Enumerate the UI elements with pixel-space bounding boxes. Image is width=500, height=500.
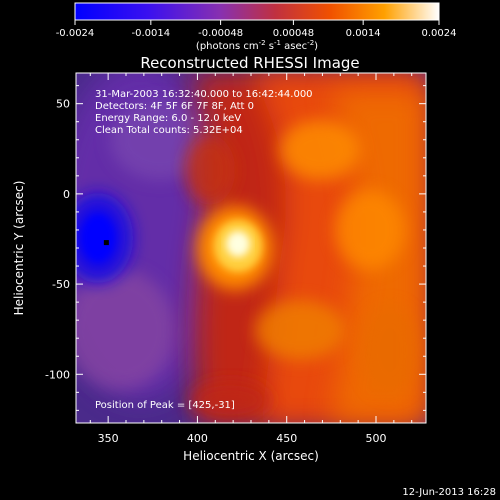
axis-ticks: 350 400 450 500 -100 -50 0 50 xyxy=(45,73,426,445)
info-line-detectors: Detectors: 4F 5F 6F 7F 8F, Att 0 xyxy=(95,101,254,112)
info-line-energy: Energy Range: 6.0 - 12.0 keV xyxy=(95,113,241,124)
colorbar-tick-label: 0.00048 xyxy=(273,28,314,39)
x-tick-label: 400 xyxy=(187,432,208,445)
colorbar-tick-label: -0.0014 xyxy=(132,28,171,39)
heatmap-image xyxy=(76,73,426,423)
colorbar-tick-label: -0.00048 xyxy=(198,28,243,39)
peak-position-label: Position of Peak = [425,-31] xyxy=(95,400,235,411)
colorbar-tick-label: -0.0024 xyxy=(56,28,95,39)
y-tick-label: 0 xyxy=(63,188,70,201)
footer-date: 12-Jun-2013 16:28 xyxy=(402,487,496,498)
info-text: 31-Mar-2003 16:32:40.000 to 16:42:44.000… xyxy=(95,89,313,136)
colorbar-gradient xyxy=(74,2,440,21)
x-tick-label: 350 xyxy=(98,432,119,445)
chart-title: Reconstructed RHESSI Image xyxy=(140,54,359,72)
x-axis-label: Heliocentric X (arcsec) xyxy=(183,449,319,463)
x-tick-label: 500 xyxy=(366,432,387,445)
colorbar-units: (photons cm-2 s-1 asec-2) xyxy=(196,39,318,52)
y-tick-label: 50 xyxy=(56,98,70,111)
info-line-time: 31-Mar-2003 16:32:40.000 to 16:42:44.000 xyxy=(95,89,313,100)
colorbar: -0.0024 -0.0014 -0.00048 0.00048 0.0014 0.002… xyxy=(56,2,457,52)
minimum-marker xyxy=(103,240,109,246)
colorbar-ticks: -0.0024 -0.0014 -0.00048 0.00048 0.0014 0.002… xyxy=(56,20,457,39)
y-axis-label: Heliocentric Y (arcsec) xyxy=(12,181,26,316)
info-line-counts: Clean Total counts: 5.32E+04 xyxy=(95,125,243,136)
x-tick-label: 450 xyxy=(276,432,297,445)
y-tick-label: -100 xyxy=(45,368,70,381)
y-tick-label: -50 xyxy=(52,278,70,291)
colorbar-tick-label: 0.0024 xyxy=(422,28,457,39)
colorbar-tick-label: 0.0014 xyxy=(346,28,381,39)
